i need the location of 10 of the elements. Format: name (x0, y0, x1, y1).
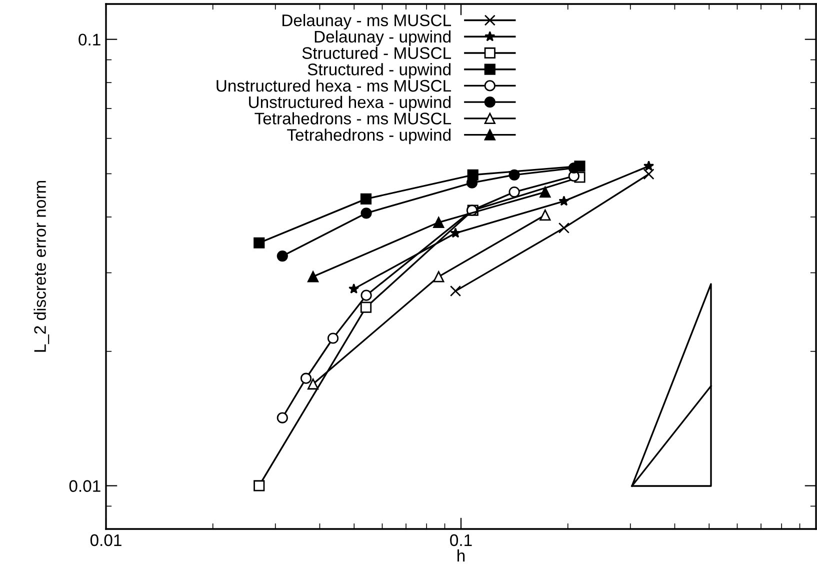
legend-label: Structured - MUSCL (302, 46, 452, 59)
legend-label: Unstructured hexa - upwind (249, 96, 451, 112)
legend-label: Unstructured hexa - ms MUSCL (216, 79, 452, 92)
legend-label: Tetrahedrons - upwind (287, 128, 451, 144)
legend-label: Delaunay - upwind (314, 30, 451, 46)
legend-label: Structured - upwind (308, 63, 451, 79)
legend-label: Delaunay - ms MUSCL (282, 14, 452, 30)
y-axis-title: L_2 discrete error norm (34, 180, 50, 352)
legend-label: Tetrahedrons - ms MUSCL (254, 112, 452, 124)
x-axis-title: h (458, 549, 465, 562)
